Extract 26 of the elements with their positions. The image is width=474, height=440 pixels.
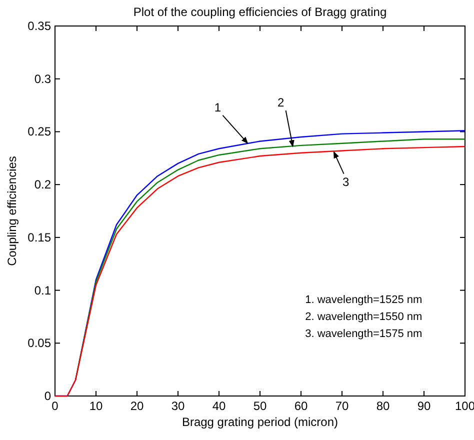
y-tick-label: 0 xyxy=(44,389,52,403)
annotation: 1 xyxy=(214,100,222,114)
annotation: 1. wavelength=1525 nm xyxy=(305,294,422,306)
chart-title: Plot of the coupling efficiencies of Bragg grating xyxy=(133,5,387,19)
x-tick-label: 30 xyxy=(171,399,185,413)
x-tick-label: 60 xyxy=(294,399,308,413)
y-tick-label: 0.05 xyxy=(28,336,52,350)
annotation: 2. wavelength=1550 nm xyxy=(305,310,422,323)
x-axis-title: Bragg grating period (micron) xyxy=(182,415,338,429)
x-tick-label: 20 xyxy=(130,399,144,413)
y-tick-label: 0.1 xyxy=(34,283,52,298)
y-tick-label: 0.3 xyxy=(34,72,52,86)
y-tick-label: 0.25 xyxy=(28,124,52,139)
y-tick-label: 0.15 xyxy=(28,230,52,244)
annotation: 3. wavelength=1575 nm xyxy=(305,328,422,340)
x-tick-label: 40 xyxy=(212,399,226,413)
x-tick-label: 80 xyxy=(376,399,390,413)
annotation: 3 xyxy=(342,174,350,189)
y-axis-title: Coupling efficiencies xyxy=(5,156,19,266)
x-tick-label: 90 xyxy=(417,399,431,413)
y-tick-label: 0.35 xyxy=(28,19,52,33)
x-tick-label: 10 xyxy=(89,399,103,413)
x-tick-label: 50 xyxy=(253,399,267,413)
x-tick-label: 70 xyxy=(335,399,349,413)
annotation: 2 xyxy=(277,96,284,110)
y-tick-label: 0.2 xyxy=(34,178,52,192)
